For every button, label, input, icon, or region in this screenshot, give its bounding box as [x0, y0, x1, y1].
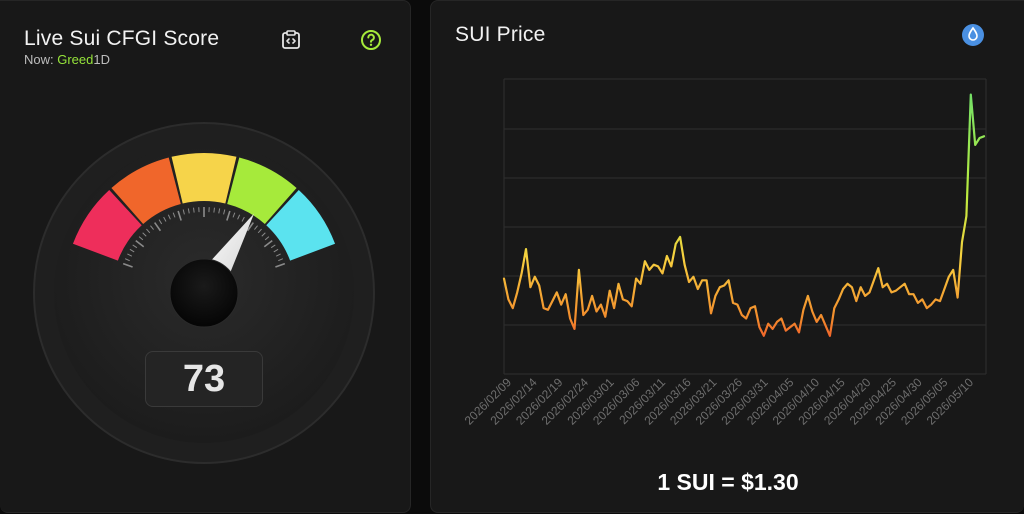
gauge-hub	[170, 259, 238, 327]
gauge-tick	[214, 208, 215, 213]
score-value: 73	[145, 351, 263, 407]
current-price: 1 SUI = $1.30	[431, 469, 1024, 496]
price-series-line	[504, 95, 984, 336]
price-chart: 2026/02/092026/02/142026/02/192026/02/24…	[431, 1, 1024, 514]
gauge-card: Live Sui CFGI Score Now: Greed1D	[0, 0, 411, 513]
chart-grid	[504, 79, 986, 374]
fear-greed-gauge	[0, 1, 411, 514]
x-axis-labels: 2026/02/092026/02/142026/02/192026/02/24…	[462, 375, 977, 428]
gauge-tick	[194, 208, 195, 213]
gauge-segment-3	[172, 153, 237, 204]
